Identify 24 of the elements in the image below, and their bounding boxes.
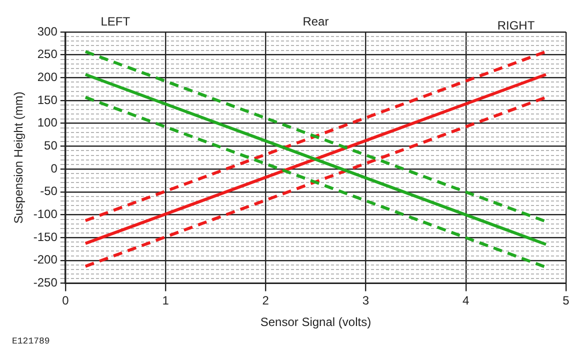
y-tick-label: -250	[33, 276, 58, 290]
y-axis-title: Suspension Height (mm)	[12, 92, 26, 224]
y-tick-label: -50	[40, 184, 58, 198]
y-tick-label: 250	[37, 47, 58, 62]
x-tick-label: 2	[262, 294, 270, 308]
x-tick-label: 4	[462, 294, 470, 308]
y-tick-label: -100	[33, 207, 58, 222]
x-axis-title: Sensor Signal (volts)	[260, 315, 372, 330]
y-tick-label: -150	[33, 230, 58, 244]
x-tick-label: 0	[62, 294, 70, 308]
annotation: RIGHT	[497, 18, 536, 32]
text: E121789	[12, 336, 50, 346]
y-tick-label: 150	[37, 92, 58, 107]
y-tick-label: 50	[44, 138, 58, 152]
text: LEFT	[100, 14, 131, 28]
y-tick-label: -200	[33, 252, 58, 267]
y-tick-label: 100	[37, 116, 58, 130]
y-tick-label: 200	[37, 70, 58, 84]
x-tick-label: 1	[162, 294, 170, 308]
y-tick-label: 0	[50, 161, 58, 176]
x-tick-label: 5	[562, 294, 570, 308]
x-tick-label: 3	[362, 294, 370, 308]
y-tick-label: 300	[37, 24, 58, 38]
text: Rear	[302, 14, 329, 28]
